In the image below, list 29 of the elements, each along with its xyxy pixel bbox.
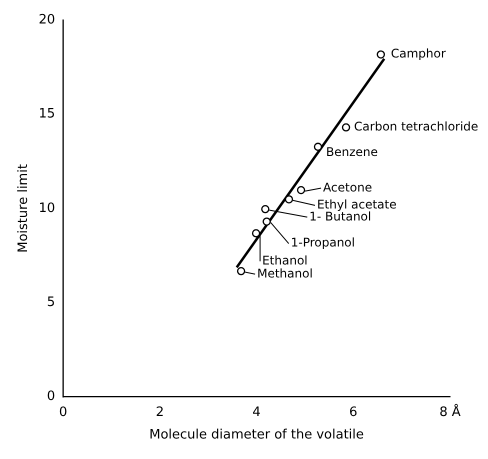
point bbox=[314, 142, 322, 151]
x-tick-label: 8 Å bbox=[439, 402, 461, 420]
x-tick-label: 4 bbox=[252, 404, 261, 420]
point bbox=[252, 229, 260, 238]
y-tick-label: 0 bbox=[46, 389, 56, 404]
point bbox=[284, 195, 294, 204]
annotation: Benzene bbox=[326, 144, 378, 159]
x-tick-label: 0 bbox=[59, 404, 68, 420]
y-tick-label: 15 bbox=[38, 106, 56, 122]
annotation: Ethanol bbox=[262, 253, 308, 268]
annotation: Ethyl acetate bbox=[316, 197, 397, 212]
point bbox=[376, 50, 385, 59]
annotation: Methanol bbox=[257, 266, 313, 280]
x-tick-label: 2 bbox=[156, 404, 164, 420]
x-axis-title: Molecule diameter of the volatile bbox=[149, 428, 364, 443]
annotation: Acetone bbox=[323, 180, 372, 194]
point bbox=[261, 205, 270, 214]
annotation: Camphor bbox=[390, 46, 446, 61]
point bbox=[236, 266, 246, 276]
y-axis-title: Moisture limit bbox=[16, 164, 32, 253]
annotation: 1-Propanol bbox=[290, 236, 355, 250]
point bbox=[262, 217, 271, 226]
point bbox=[296, 186, 306, 194]
y-tick-label: 10 bbox=[38, 200, 56, 216]
point bbox=[342, 123, 350, 132]
annotation: Carbon tetrachloride bbox=[354, 120, 478, 134]
y-tick-label: 5 bbox=[46, 294, 56, 310]
y-tick-label: 20 bbox=[38, 12, 56, 28]
x-tick-label: 6 bbox=[349, 404, 358, 420]
